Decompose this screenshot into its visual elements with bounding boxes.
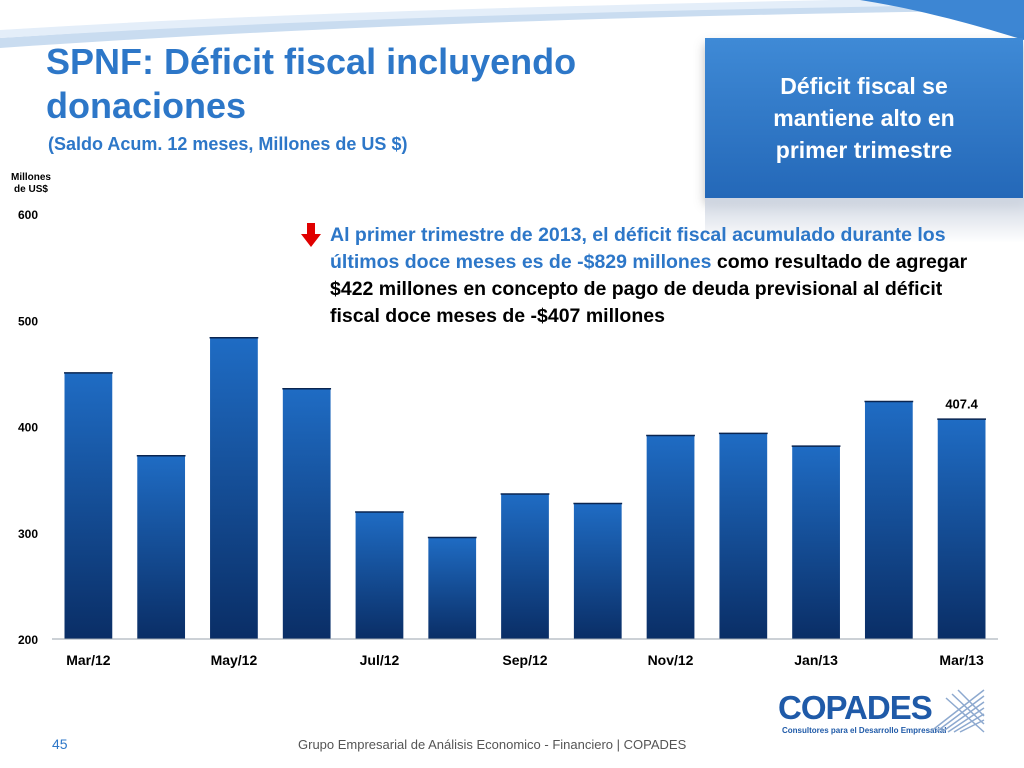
arrow-down-icon	[301, 223, 321, 247]
slide-title: SPNF: Déficit fiscal incluyendo donacion…	[46, 41, 577, 126]
bar	[645, 434, 696, 640]
commentary-highlight: Al primer trimestre de 2013, el déficit …	[330, 224, 946, 273]
slide-subtitle: (Saldo Acum. 12 meses, Millones de US $)	[48, 134, 408, 154]
logo-wordmark: COPADES	[778, 689, 933, 726]
footer-text: Grupo Empresarial de Análisis Economico …	[298, 737, 687, 752]
callout-box: Déficit fiscal se mantiene alto en prime…	[705, 38, 1023, 198]
header-swoosh	[0, 0, 1024, 48]
bar	[63, 371, 114, 640]
y-tick-label: 300	[18, 527, 38, 541]
y-tick-label: 500	[18, 314, 38, 328]
bar	[354, 511, 405, 640]
bar	[863, 400, 914, 640]
x-tick-label: Mar/12	[66, 652, 111, 668]
logo-tagline: Consultores para el Desarrollo Empresari…	[782, 726, 947, 735]
x-tick-label: Jan/13	[794, 652, 838, 668]
commentary-body: como resultado de agregar $422 millones …	[330, 251, 968, 327]
x-tick-label: Mar/13	[939, 652, 984, 668]
data-label: 407.4	[945, 397, 978, 412]
commentary: Al primer trimestre de 2013, el déficit …	[330, 222, 970, 330]
callout-shadow	[705, 198, 1024, 243]
page-number: 45	[52, 736, 68, 752]
bar	[136, 454, 187, 640]
callout-text: Déficit fiscal se mantiene alto en prime…	[773, 73, 955, 163]
bar	[427, 536, 478, 640]
bar	[209, 336, 259, 640]
x-tick-label: May/12	[211, 652, 258, 668]
bar	[500, 492, 550, 640]
x-tick-label: Jul/12	[360, 652, 400, 668]
logo-grid-mark-icon	[929, 689, 985, 733]
bar	[572, 502, 623, 640]
x-tick-label: Sep/12	[502, 652, 547, 668]
y-tick-label: 400	[18, 421, 38, 435]
bar	[936, 418, 987, 640]
bar	[281, 387, 332, 640]
y-axis-label: Millones de US$	[6, 172, 56, 196]
y-axis-label-line-1: Millones	[10, 172, 51, 183]
copades-logo: COPADES Consultores para el Desarrollo E…	[778, 688, 994, 744]
bar	[791, 445, 841, 640]
bar	[718, 432, 769, 640]
y-tick-label: 600	[18, 208, 38, 222]
x-tick-label: Nov/12	[648, 652, 694, 668]
y-tick-label: 200	[18, 633, 38, 647]
y-axis-label-line-2: de US$	[14, 184, 48, 195]
